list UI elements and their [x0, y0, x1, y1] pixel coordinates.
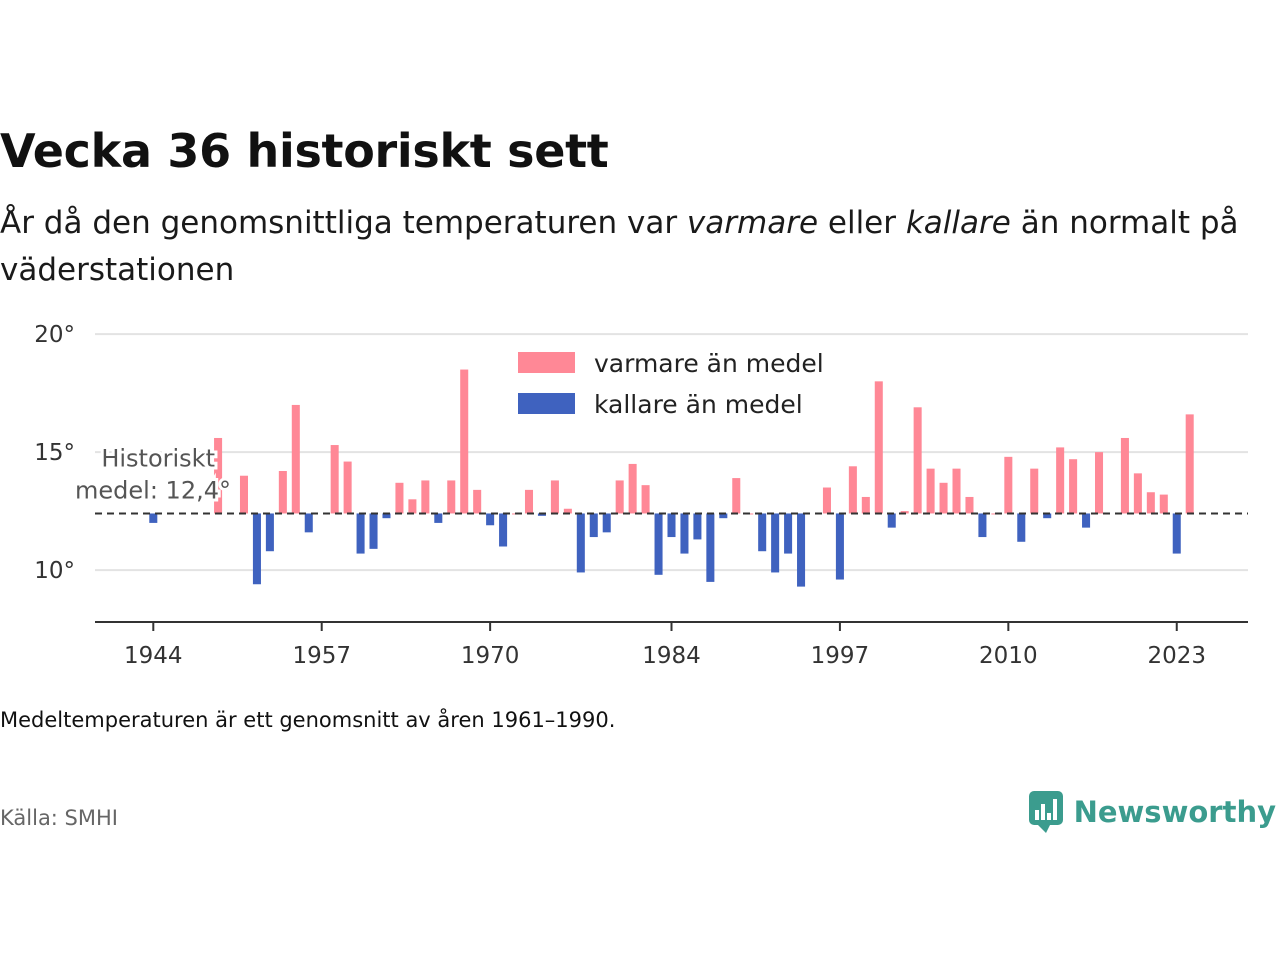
- bar-warm: [408, 499, 417, 514]
- bar-warm: [1146, 492, 1155, 514]
- bar-cold: [589, 513, 598, 538]
- bar-cold: [706, 513, 715, 582]
- chart-note: Medeltemperaturen är ett genomsnitt av å…: [0, 708, 616, 732]
- bar-warm: [447, 480, 456, 514]
- x-tick-label: 1957: [292, 643, 351, 669]
- bar-warm: [952, 468, 961, 514]
- bar-cold: [537, 513, 546, 516]
- bar-cold: [356, 513, 365, 554]
- brand-logo: Newsworthy: [1028, 790, 1276, 834]
- bar-cold: [369, 513, 378, 549]
- y-tick-label: 15°: [34, 440, 75, 466]
- bar-cold: [771, 513, 780, 573]
- bar-warm: [473, 489, 482, 514]
- x-tick-label: 1984: [642, 643, 701, 669]
- bar-cold: [680, 513, 689, 554]
- subtitle-warm-word: varmare: [686, 205, 819, 241]
- bar-cold: [499, 513, 508, 547]
- subtitle-cold-word: kallare: [905, 205, 1011, 241]
- bar-cold: [486, 513, 495, 526]
- bar-cold: [1043, 513, 1052, 519]
- legend-swatch-warm: [518, 352, 575, 373]
- bar-warm: [628, 463, 637, 514]
- bar-cold: [434, 513, 443, 523]
- y-tick-label: 20°: [34, 322, 75, 348]
- bar-cold: [654, 513, 663, 575]
- y-tick-label: 10°: [34, 558, 75, 584]
- bar-warm: [330, 445, 339, 514]
- bar-warm: [1095, 452, 1104, 514]
- bar-cold: [576, 513, 585, 573]
- bar-warm: [848, 466, 857, 514]
- newsworthy-logo-icon: [1028, 791, 1063, 833]
- bar-warm: [939, 482, 948, 514]
- bar-cold: [265, 513, 274, 552]
- source-credit: Källa: SMHI: [0, 806, 118, 830]
- x-tick-label: 1970: [461, 643, 520, 669]
- bar-warm: [343, 461, 352, 514]
- bar-warm: [214, 437, 223, 514]
- bar-warm: [900, 511, 909, 514]
- chart-subtitle: År då den genomsnittliga temperaturen va…: [0, 200, 1240, 294]
- baseline-label-line-1: Historiskt: [101, 444, 215, 472]
- bar-warm: [641, 485, 650, 514]
- legend-swatch-cold: [518, 393, 575, 414]
- brand-name: Newsworthy: [1073, 795, 1276, 829]
- bar-warm: [822, 487, 831, 514]
- bar-cold: [797, 513, 806, 587]
- legend-label-cold: kallare än medel: [594, 390, 803, 419]
- bar-warm: [874, 381, 883, 514]
- bar-cold: [887, 513, 896, 528]
- bar-warm: [460, 369, 469, 514]
- bar-cold: [1017, 513, 1026, 542]
- bar-cold: [978, 513, 987, 538]
- bar-warm: [913, 407, 922, 514]
- bar-cold: [602, 513, 611, 533]
- bar-cold: [758, 513, 767, 552]
- bar-warm: [563, 508, 572, 514]
- bar-warm: [1056, 447, 1065, 514]
- legend-label-warm: varmare än medel: [594, 349, 824, 378]
- bar-warm: [1004, 456, 1013, 514]
- chart-title: Vecka 36 historiskt sett: [0, 124, 609, 178]
- bar-cold: [149, 513, 158, 523]
- bar-warm: [524, 489, 534, 514]
- subtitle-text-3: än normalt på väderstationen: [0, 205, 1239, 288]
- bar-warm: [550, 480, 559, 514]
- bar-warm: [965, 496, 974, 514]
- bar-warm: [732, 478, 741, 514]
- bar-warm: [926, 468, 935, 514]
- bar-warm: [1133, 473, 1142, 514]
- x-tick-label: 1944: [124, 643, 183, 669]
- temperature-bar-chart: 10° 15° 20° Historiskt medel: 12,4° varmare ä…: [34, 322, 1248, 669]
- x-tick-label: 1997: [811, 643, 870, 669]
- bar-warm: [239, 475, 248, 514]
- subtitle-text-2: eller: [818, 205, 906, 241]
- bar-warm: [1030, 468, 1039, 514]
- bar-warm: [421, 480, 430, 514]
- bar-cold: [382, 513, 391, 519]
- bar-warm: [1159, 494, 1168, 514]
- x-tick-label: 2023: [1147, 643, 1206, 669]
- bar-warm: [1185, 414, 1194, 514]
- x-tick-label: 2010: [979, 643, 1038, 669]
- bar-cold: [667, 513, 676, 538]
- subtitle-text-1: År då den genomsnittliga temperaturen va…: [0, 205, 687, 241]
- bar-warm: [615, 480, 624, 514]
- bar-cold: [719, 513, 728, 519]
- baseline-label-line-2: medel: 12,4°: [75, 476, 231, 504]
- bar-cold: [784, 513, 793, 554]
- bar-warm: [1120, 437, 1129, 514]
- bar-cold: [304, 513, 313, 533]
- bar-cold: [835, 513, 844, 580]
- bar-cold: [1172, 513, 1181, 554]
- bar-warm: [291, 404, 300, 514]
- bar-cold: [252, 513, 261, 585]
- bar-cold: [1082, 513, 1091, 528]
- bar-warm: [278, 471, 287, 514]
- bar-warm: [395, 482, 404, 514]
- bar-cold: [693, 513, 702, 540]
- bar-warm: [861, 496, 870, 514]
- bar-warm: [1069, 459, 1078, 514]
